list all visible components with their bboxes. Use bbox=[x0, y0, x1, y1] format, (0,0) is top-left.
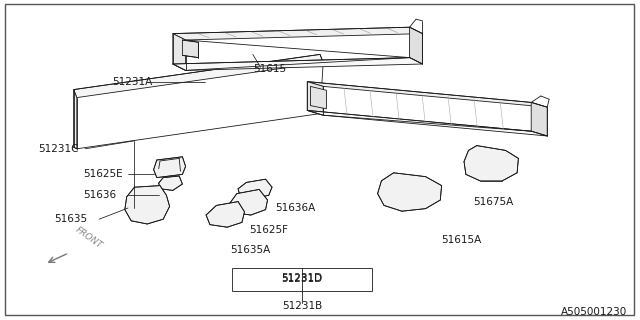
Text: 51635A: 51635A bbox=[230, 244, 271, 255]
Polygon shape bbox=[310, 86, 326, 109]
Text: 51231A: 51231A bbox=[112, 76, 152, 87]
Polygon shape bbox=[307, 82, 323, 115]
Text: 51615: 51615 bbox=[253, 64, 286, 74]
Bar bbox=[232, 268, 372, 291]
Polygon shape bbox=[378, 173, 442, 211]
Polygon shape bbox=[410, 27, 422, 64]
Text: 51231B: 51231B bbox=[282, 300, 322, 311]
Text: 51231D: 51231D bbox=[282, 273, 323, 284]
Text: 51675A: 51675A bbox=[474, 196, 514, 207]
Text: 51231C: 51231C bbox=[38, 144, 79, 154]
Polygon shape bbox=[74, 54, 323, 98]
Polygon shape bbox=[173, 34, 186, 70]
Text: 51636: 51636 bbox=[83, 190, 116, 200]
Text: 51635: 51635 bbox=[54, 214, 88, 224]
Polygon shape bbox=[159, 176, 182, 190]
Polygon shape bbox=[154, 157, 186, 178]
Polygon shape bbox=[238, 179, 272, 199]
Polygon shape bbox=[182, 40, 198, 58]
Polygon shape bbox=[307, 110, 547, 136]
Polygon shape bbox=[74, 90, 77, 149]
Polygon shape bbox=[173, 27, 422, 40]
Text: FRONT: FRONT bbox=[74, 225, 104, 250]
Text: 51625F: 51625F bbox=[250, 225, 289, 236]
Polygon shape bbox=[464, 146, 518, 181]
Text: 51615A: 51615A bbox=[442, 235, 482, 245]
Polygon shape bbox=[206, 202, 244, 227]
Text: 51636A: 51636A bbox=[275, 203, 316, 213]
Text: 51625E: 51625E bbox=[83, 169, 123, 180]
Polygon shape bbox=[229, 189, 268, 215]
Polygon shape bbox=[307, 82, 547, 107]
Polygon shape bbox=[125, 186, 170, 224]
Text: A505001230: A505001230 bbox=[561, 307, 627, 317]
Polygon shape bbox=[173, 58, 422, 70]
Polygon shape bbox=[531, 102, 547, 136]
Text: 51231D: 51231D bbox=[282, 274, 323, 284]
